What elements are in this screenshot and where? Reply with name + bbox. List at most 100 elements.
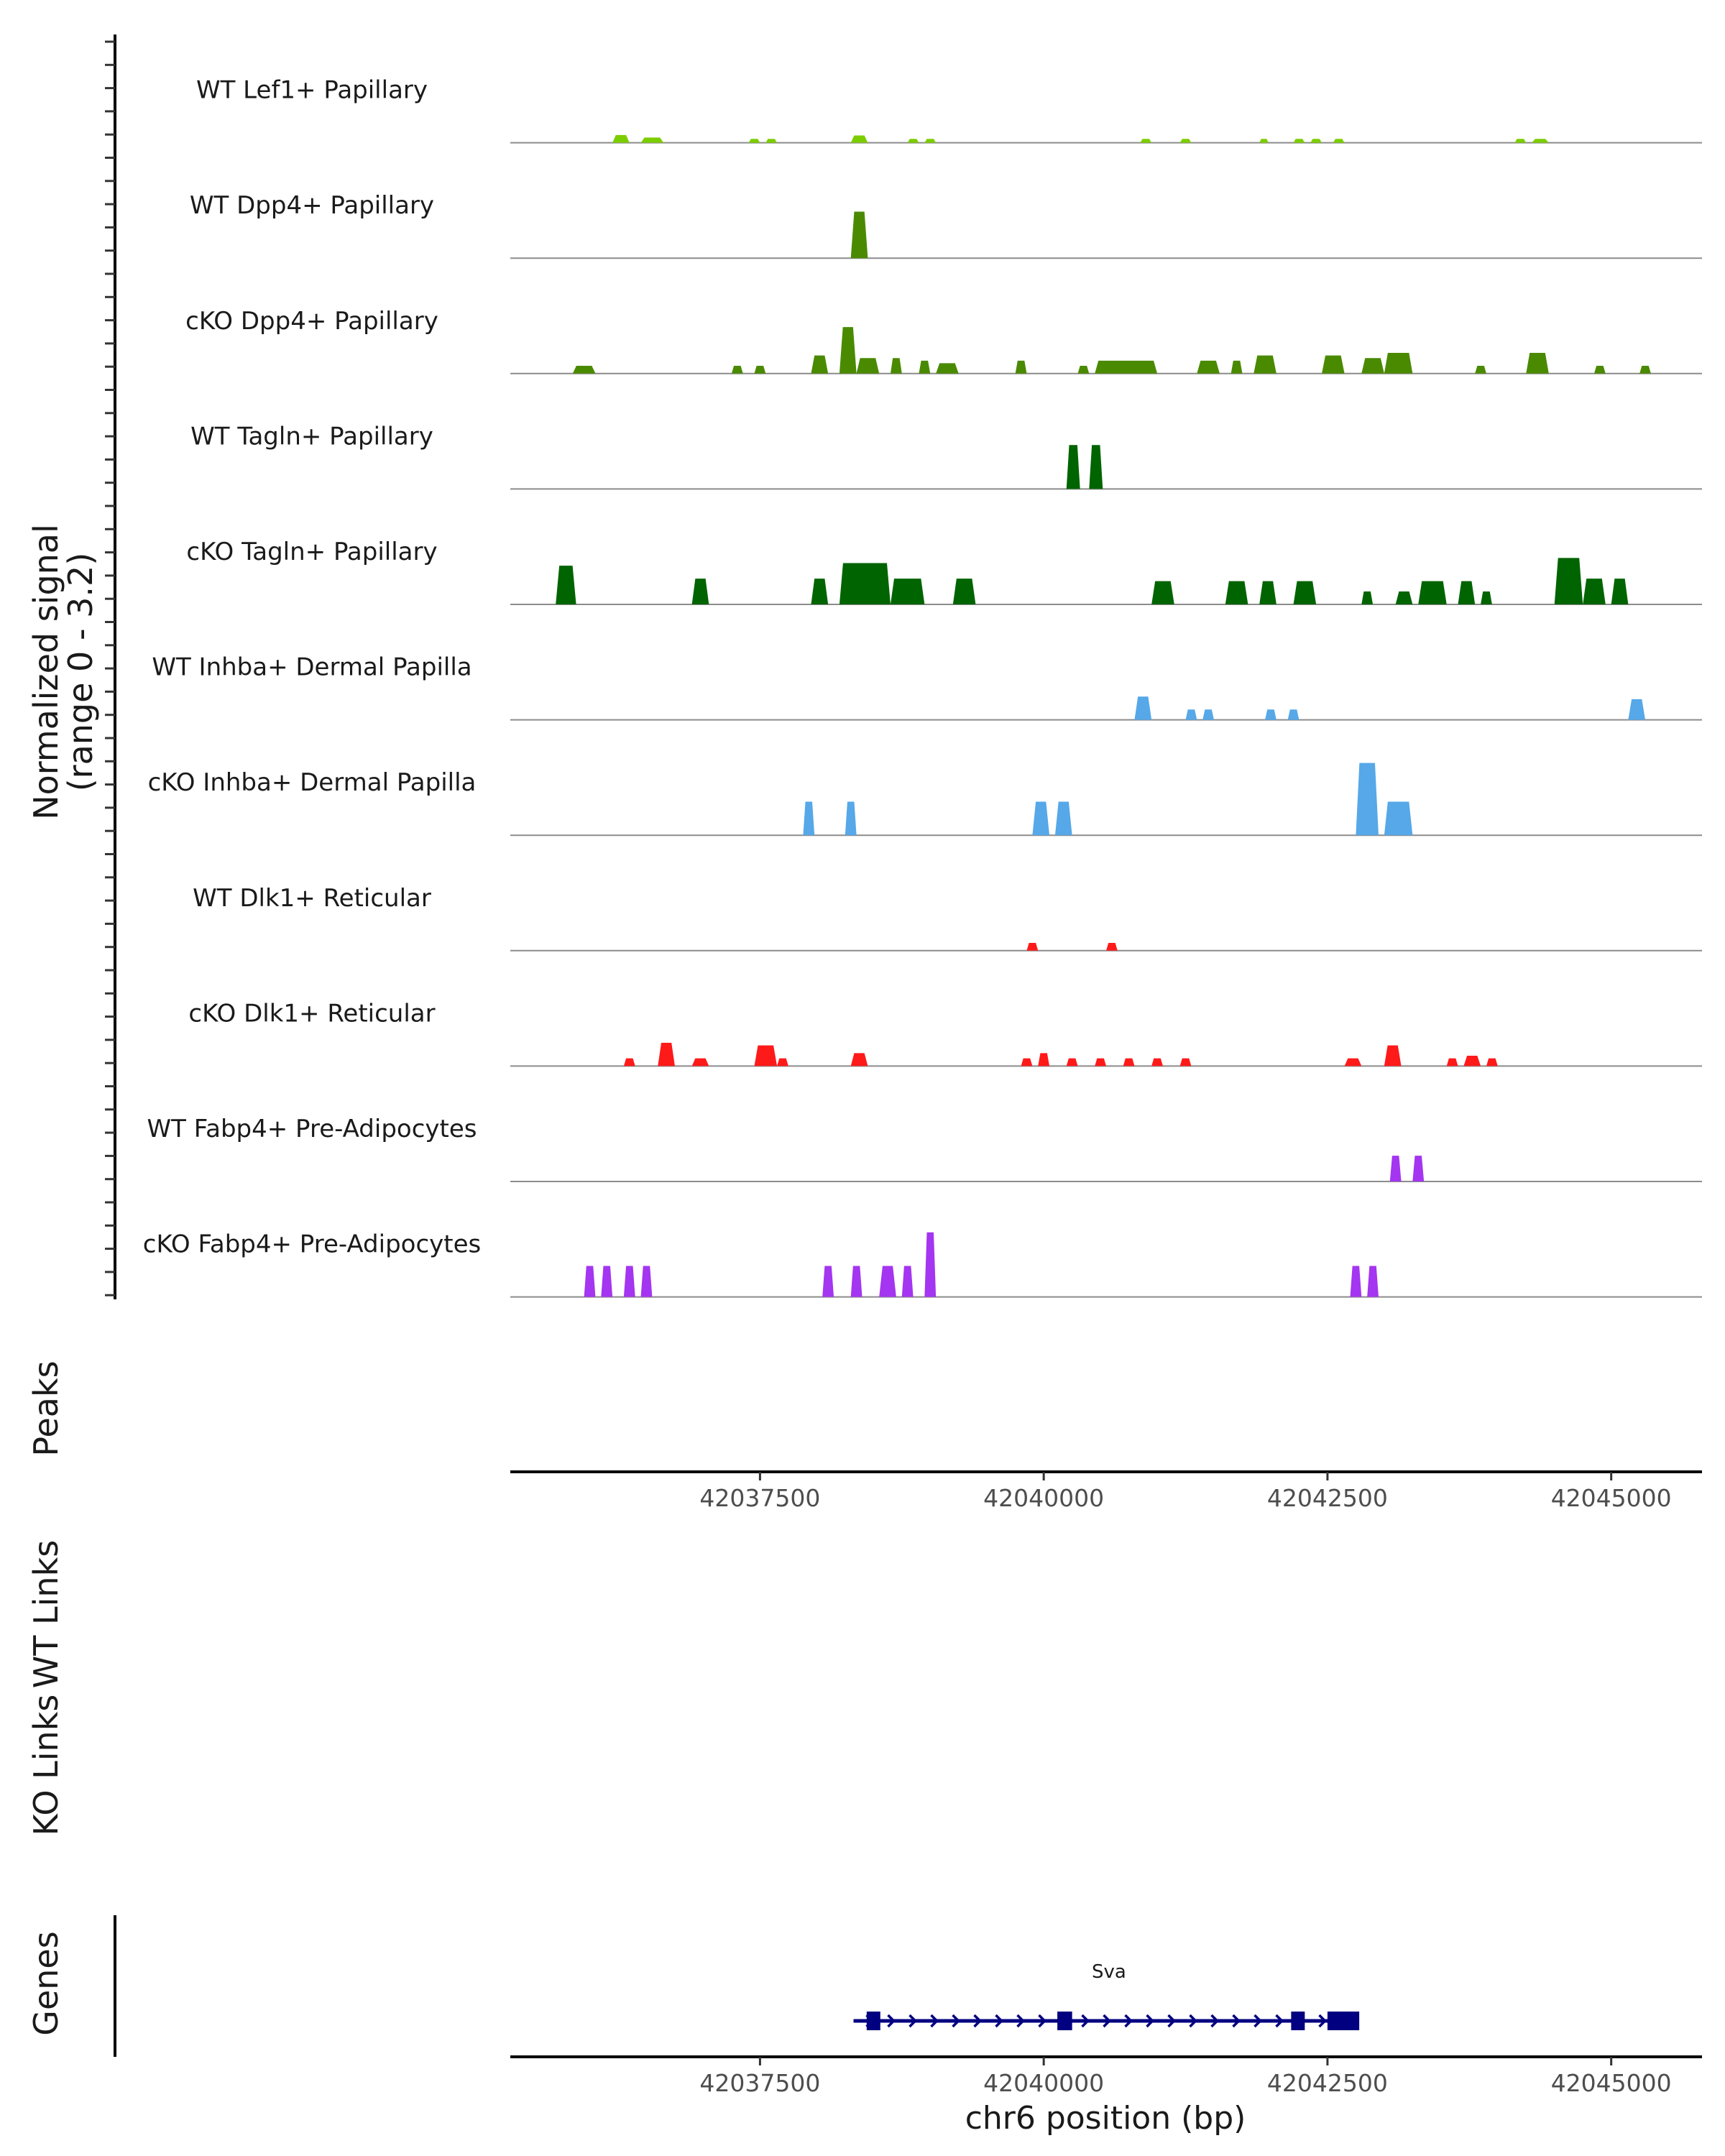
coverage-peak [1389, 1156, 1402, 1181]
coverage-track: WT Fabp4+ Pre-Adipocytes [147, 1115, 1702, 1182]
coverage-y-ticks [105, 40, 115, 1296]
strand-arrow [973, 2014, 982, 2028]
coverage-peak [1356, 763, 1379, 836]
coverage-peak [1151, 581, 1174, 604]
coverage-peak [1446, 1058, 1458, 1067]
coverage-peak [1265, 709, 1276, 720]
strand-arrow [1103, 2014, 1111, 2028]
coverage-peak [1021, 1058, 1033, 1067]
coverage-peak [1259, 139, 1269, 143]
peaks-track-label: Peaks [27, 1360, 65, 1456]
strand-arrow [1210, 2014, 1219, 2028]
coverage-peak [1179, 139, 1192, 143]
x-tick-label: 42042500 [1267, 1484, 1388, 1512]
genes-track-label: Genes [27, 1931, 65, 2035]
ko-links-track-label: KO Links [27, 1695, 65, 1836]
coverage-peak [584, 1266, 596, 1297]
coverage-peak [1026, 943, 1039, 951]
strand-arrow [1016, 2014, 1025, 2028]
coverage-track: cKO Tagln+ Papillary [186, 538, 1702, 605]
coverage-peak [856, 358, 880, 374]
coverage-peak [811, 355, 829, 374]
coverage-peak [822, 1266, 834, 1297]
coverage-peak [839, 327, 857, 374]
coverage-peak [1361, 358, 1384, 374]
coverage-peak [1384, 353, 1413, 374]
coverage-peak [1361, 591, 1374, 604]
track-label: cKO Dpp4+ Papillary [185, 307, 438, 336]
strand-arrow [930, 2014, 939, 2028]
coverage-peak [623, 1058, 635, 1067]
coverage-peak [658, 1043, 675, 1067]
x-axis-top: 42037500 42040000 42042500 42045000 [699, 1472, 1672, 1512]
coverage-peak [1593, 366, 1606, 374]
track-label: cKO Inhba+ Dermal Papilla [148, 768, 477, 797]
coverage-ylabel: Normalized signal (range 0 - 3.2) [27, 524, 100, 820]
strand-arrow [1167, 2014, 1176, 2028]
coverage-peak [1197, 360, 1220, 374]
coverage-peak [1532, 139, 1549, 143]
coverage-peak [1054, 801, 1072, 836]
coverage-peak [1089, 445, 1103, 489]
coverage-peak [640, 1266, 653, 1297]
coverage-track: WT Dlk1+ Reticular [193, 884, 1702, 952]
coverage-peak [1458, 581, 1476, 604]
coverage-peak [691, 579, 709, 604]
coverage-peak [1185, 709, 1197, 720]
x-tick-label: 42045000 [1551, 1484, 1672, 1512]
coverage-peak [1310, 139, 1322, 143]
coverage-peak [1293, 581, 1317, 604]
coverage-peak [1384, 1045, 1402, 1067]
coverage-track: WT Tagln+ Papillary [190, 422, 1702, 490]
gene-exon [866, 2012, 880, 2030]
coverage-peak [1230, 360, 1243, 374]
coverage-peak [811, 579, 829, 604]
strand-arrow [1275, 2014, 1284, 2028]
track-label: WT Dpp4+ Papillary [190, 191, 434, 220]
coverage-peak [1123, 1058, 1135, 1067]
coverage-peak [1333, 139, 1345, 143]
track-label: WT Dlk1+ Reticular [193, 884, 431, 913]
coverage-peak [1254, 355, 1276, 374]
coverage-peak [879, 1266, 896, 1297]
coverage-track: cKO Dlk1+ Reticular [188, 999, 1702, 1067]
coverage-track: WT Dpp4+ Papillary [190, 191, 1702, 259]
gene-exon [1291, 2012, 1305, 2030]
coverage-peak [754, 366, 766, 374]
coverage-tracks: WT Lef1+ Papillary WT Dpp4+ Papillary cKO … [143, 76, 1702, 1298]
strand-arrow [952, 2014, 960, 2028]
coverage-peak [640, 137, 664, 143]
coverage-peak [890, 358, 902, 374]
gene-track: Sva [853, 1961, 1360, 2030]
coverage-track: WT Inhba+ Dermal Papilla [152, 653, 1702, 721]
track-label: cKO Dlk1+ Reticular [188, 999, 435, 1028]
strand-arrow [1189, 2014, 1197, 2028]
gene-exon [1327, 2012, 1360, 2030]
coverage-peak [845, 801, 857, 836]
x-tick-label: 42040000 [983, 2069, 1104, 2097]
coverage-peak [850, 1053, 868, 1067]
coverage-peak [803, 801, 815, 836]
coverage-peak [556, 566, 576, 604]
x-tick-label: 42045000 [1551, 2069, 1672, 2097]
coverage-peak [754, 1045, 778, 1067]
coverage-peak [1259, 581, 1276, 604]
coverage-peak [919, 360, 931, 374]
coverage-peak [1287, 709, 1300, 720]
strand-arrow [1146, 2014, 1154, 2028]
coverage-peak [612, 134, 630, 143]
coverage-peak [1134, 696, 1152, 720]
coverage-peak [1293, 139, 1305, 143]
x-tick-label: 42040000 [983, 1484, 1104, 1512]
coverage-peak [748, 139, 760, 143]
coverage-peak [731, 366, 743, 374]
coverage-peak [1367, 1266, 1379, 1297]
gene-exon [1057, 2012, 1072, 2030]
coverage-peak [1015, 360, 1027, 374]
coverage-peak [936, 363, 959, 374]
coverage-peak [1322, 355, 1345, 374]
strand-arrow [887, 2014, 896, 2028]
coverage-peak [1628, 699, 1646, 720]
coverage-peak [1032, 801, 1050, 836]
